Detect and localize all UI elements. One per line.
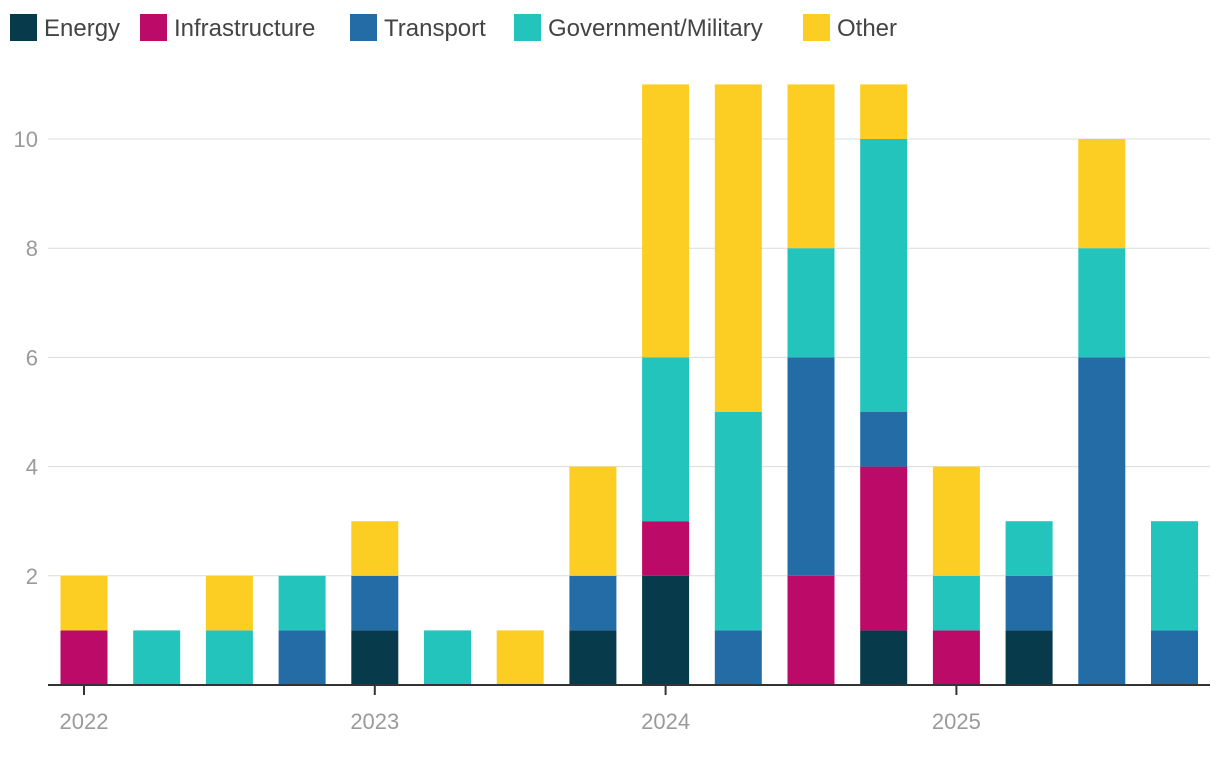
x-tick-label-2024: 2024: [641, 709, 690, 734]
bar-8-infrastructure: [642, 521, 690, 576]
bar-stack-9: [714, 84, 762, 685]
legend-label-4: Other: [837, 15, 897, 42]
bar-stack-0: [60, 575, 108, 685]
bar-stack-15: [1151, 521, 1198, 685]
bar-stack-10: [787, 84, 835, 685]
bar-10-other: [787, 84, 835, 249]
x-axis: 2022 2023 2024 2025: [48, 684, 1210, 734]
y-tick-label-4: 4: [26, 455, 38, 480]
bar-stack-13: [1005, 521, 1053, 685]
bar-5-government-military: [424, 630, 471, 685]
bar-7-energy: [569, 630, 617, 685]
bar-2-government-military: [205, 630, 253, 685]
x-tick-label-2023: 2023: [350, 709, 399, 734]
bar-3-government-military: [278, 575, 326, 631]
bar-11-energy: [860, 630, 908, 685]
bar-stack-12: [932, 466, 980, 685]
bar-4-energy: [351, 630, 399, 685]
bar-2-other: [205, 575, 253, 631]
bar-13-government-military: [1005, 521, 1053, 576]
x-tick-label-2025: 2025: [932, 709, 981, 734]
legend-swatch-4: [803, 14, 830, 41]
bar-stack-7: [569, 466, 617, 685]
bar-13-energy: [1005, 630, 1053, 685]
y-axis-ticks: 2 4 6 8 10: [14, 127, 38, 589]
chart-bars: [60, 84, 1198, 685]
bar-8-energy: [642, 575, 690, 685]
bar-7-other: [569, 466, 617, 576]
bar-stack-1: [133, 630, 181, 685]
bar-stack-6: [496, 630, 544, 685]
y-tick-label-6: 6: [26, 345, 38, 370]
bar-12-infrastructure: [932, 630, 980, 685]
bar-10-infrastructure: [787, 575, 835, 685]
legend-label-1: Infrastructure: [174, 15, 315, 42]
legend-label-2: Transport: [384, 15, 486, 42]
bar-12-other: [932, 466, 980, 576]
legend-swatch-3: [514, 14, 541, 41]
bar-11-infrastructure: [860, 466, 908, 631]
bar-9-government-military: [714, 412, 762, 631]
bar-stack-2: [205, 575, 253, 685]
bar-0-other: [60, 575, 108, 631]
legend-swatch-0: [10, 14, 37, 41]
chart-legend: Energy Infrastructure Transport Government/…: [10, 14, 897, 42]
bar-15-transport: [1151, 630, 1198, 685]
x-tick-label-2022: 2022: [60, 709, 109, 734]
bar-14-transport: [1078, 357, 1126, 685]
y-tick-label-8: 8: [26, 236, 38, 261]
bar-14-government-military: [1078, 248, 1126, 358]
bar-11-other: [860, 84, 908, 139]
legend-swatch-1: [140, 14, 167, 41]
legend-label-0: Energy: [44, 15, 120, 42]
legend-label-3: Government/Military: [548, 15, 763, 42]
bar-8-other: [642, 84, 690, 358]
bar-9-other: [714, 84, 762, 413]
bar-4-transport: [351, 575, 399, 631]
bar-9-transport: [714, 630, 762, 685]
bar-10-transport: [787, 357, 835, 576]
y-gridlines: [48, 138, 1210, 577]
bar-stack-4: [351, 521, 399, 685]
bar-13-transport: [1005, 575, 1053, 631]
bar-11-government-military: [860, 139, 908, 412]
bar-15-government-military: [1151, 521, 1198, 631]
bar-14-other: [1078, 139, 1126, 249]
bar-12-government-military: [932, 575, 980, 631]
bar-stack-5: [424, 630, 471, 685]
bar-stack-14: [1078, 139, 1126, 685]
bar-3-transport: [278, 630, 326, 685]
bar-4-other: [351, 521, 399, 576]
bar-0-infrastructure: [60, 630, 108, 685]
y-tick-label-2: 2: [26, 564, 38, 589]
bar-stack-3: [278, 575, 326, 685]
bar-10-government-military: [787, 248, 835, 358]
bar-11-transport: [860, 412, 908, 467]
legend-swatch-2: [350, 14, 377, 41]
bar-8-government-military: [642, 357, 690, 522]
bar-stack-8: [642, 84, 690, 685]
bar-stack-11: [860, 84, 908, 685]
bar-6-other: [496, 630, 544, 685]
bar-7-transport: [569, 575, 617, 631]
bar-1-government-military: [133, 630, 181, 685]
y-tick-label-10: 10: [14, 127, 38, 152]
